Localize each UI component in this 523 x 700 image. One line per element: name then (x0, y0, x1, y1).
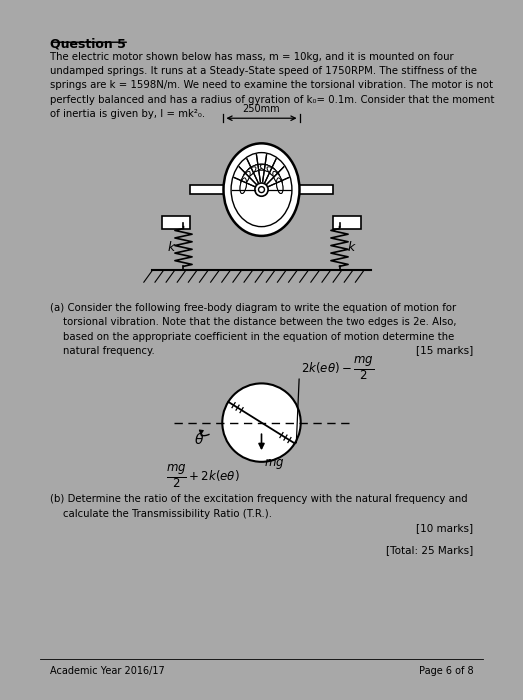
Text: [15 marks]: [15 marks] (416, 344, 473, 355)
Text: Academic Year 2016/17: Academic Year 2016/17 (50, 666, 165, 675)
Ellipse shape (243, 167, 256, 178)
Ellipse shape (267, 167, 280, 178)
Text: (b) Determine the ratio of the excitation frequency with the natural frequency a: (b) Determine the ratio of the excitatio… (50, 494, 468, 519)
Text: The electric motor shown below has mass, m = 10kg, and it is mounted on four
und: The electric motor shown below has mass,… (50, 52, 494, 119)
Ellipse shape (277, 178, 283, 193)
Text: $\dfrac{mg}{2} + 2k(e\theta)$: $\dfrac{mg}{2} + 2k(e\theta)$ (166, 463, 240, 490)
Text: (a) Consider the following free-body diagram to write the equation of motion for: (a) Consider the following free-body dia… (50, 303, 456, 356)
Text: Question 5: Question 5 (50, 38, 126, 50)
Ellipse shape (241, 172, 250, 186)
Ellipse shape (254, 164, 269, 170)
Ellipse shape (248, 164, 263, 172)
Circle shape (258, 187, 265, 192)
Ellipse shape (240, 178, 246, 193)
Text: $2k(e\theta) - \dfrac{mg}{2}$: $2k(e\theta) - \dfrac{mg}{2}$ (301, 356, 374, 382)
Circle shape (222, 384, 301, 462)
Ellipse shape (260, 164, 275, 172)
Ellipse shape (273, 172, 282, 186)
Text: $mg$: $mg$ (264, 456, 284, 470)
Ellipse shape (267, 167, 280, 178)
Text: [Total: 25 Marks]: [Total: 25 Marks] (386, 545, 473, 555)
Ellipse shape (240, 178, 246, 193)
Bar (162, 216, 190, 230)
Text: Page 6 of 8: Page 6 of 8 (418, 666, 473, 675)
Text: $\theta$: $\theta$ (194, 432, 204, 447)
Text: k: k (348, 241, 355, 253)
Circle shape (255, 183, 268, 196)
Ellipse shape (241, 172, 250, 186)
Bar (190, 185, 225, 194)
Text: [10 marks]: [10 marks] (416, 523, 473, 533)
Ellipse shape (277, 178, 283, 193)
Text: k: k (168, 241, 175, 253)
Ellipse shape (254, 164, 269, 170)
Ellipse shape (273, 172, 282, 186)
Bar (298, 185, 333, 194)
Bar (333, 216, 361, 230)
Ellipse shape (243, 167, 256, 178)
Ellipse shape (260, 164, 275, 172)
Text: 250mm: 250mm (243, 104, 280, 113)
Ellipse shape (223, 144, 300, 236)
Ellipse shape (231, 153, 292, 227)
Ellipse shape (248, 164, 263, 172)
